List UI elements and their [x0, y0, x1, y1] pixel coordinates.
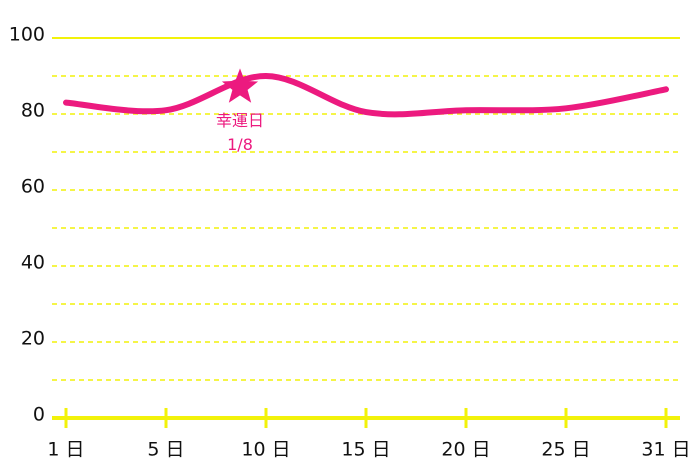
- x-tick-label: 1 日: [47, 439, 84, 461]
- y-tick-label: 60: [21, 176, 45, 198]
- annotation-label: 幸運日: [216, 111, 264, 130]
- x-tick-label: 20 日: [441, 439, 490, 461]
- grid: [52, 37, 680, 428]
- y-tick-label: 0: [33, 404, 45, 426]
- y-tick-label: 20: [21, 328, 45, 350]
- plot: [63, 68, 669, 118]
- y-tick-label: 80: [21, 100, 45, 122]
- x-tick-label: 10 日: [241, 439, 290, 461]
- x-tick-label: 31 日: [641, 439, 690, 461]
- y-tick-label: 40: [21, 252, 45, 274]
- annotation-date: 1/8: [227, 135, 253, 154]
- x-tick-label: 25 日: [541, 439, 590, 461]
- y-tick-label: 100: [9, 24, 45, 46]
- line: [63, 72, 669, 118]
- x-tick-label: 15 日: [341, 439, 390, 461]
- x-tick-label: 5 日: [147, 439, 184, 461]
- lucky-star: [221, 68, 259, 103]
